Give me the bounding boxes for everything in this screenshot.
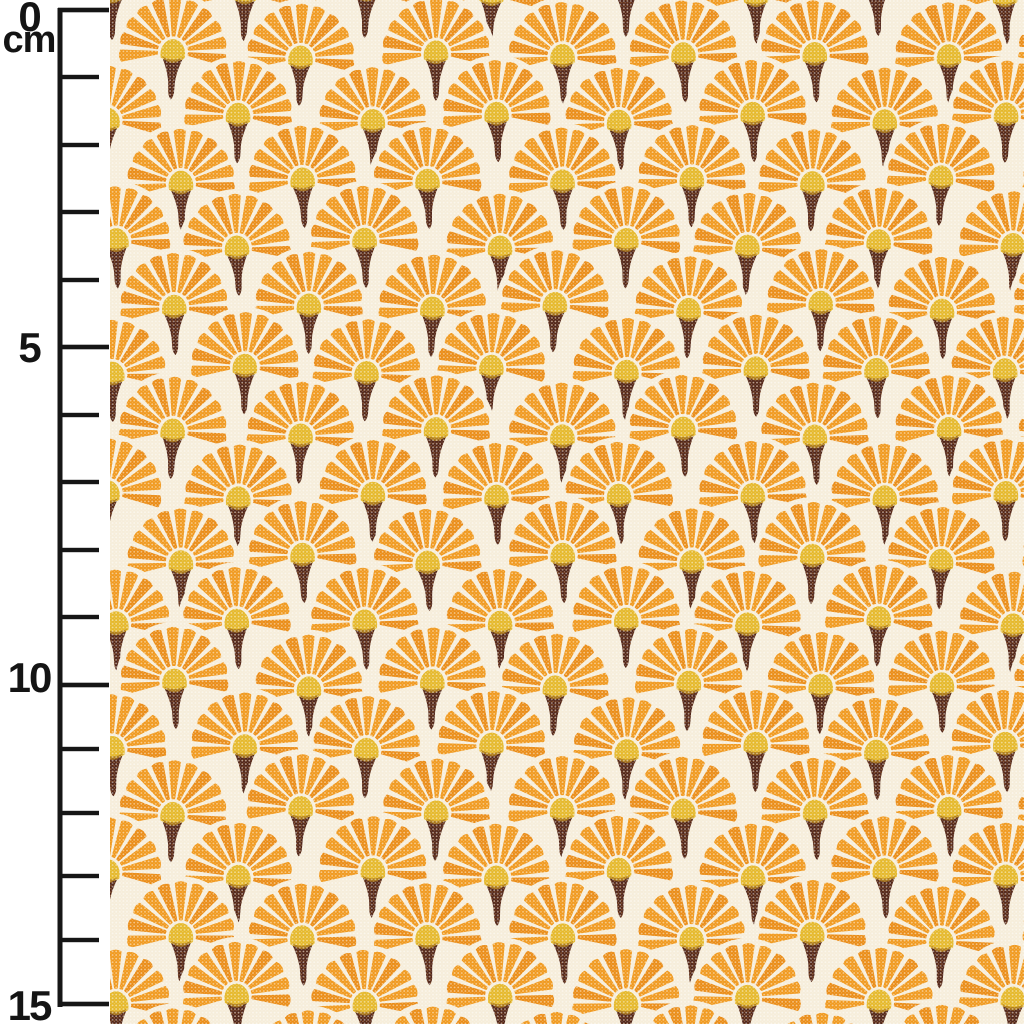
ruler bbox=[0, 0, 110, 1024]
ruler-spine bbox=[57, 8, 63, 1007]
ruler-minor-tick bbox=[58, 479, 99, 485]
ruler-minor-tick bbox=[58, 74, 99, 80]
ruler-major-tick bbox=[58, 1001, 109, 1007]
ruler-minor-tick bbox=[58, 277, 99, 283]
ruler-minor-tick bbox=[58, 746, 99, 752]
fabric-weave-texture bbox=[110, 0, 1024, 1024]
ruler-minor-tick bbox=[58, 142, 99, 148]
ruler-minor-tick bbox=[58, 614, 99, 620]
ruler-major-tick bbox=[58, 682, 109, 688]
ruler-minor-tick bbox=[58, 412, 99, 418]
ruler-minor-tick bbox=[58, 873, 99, 879]
ruler-minor-tick bbox=[58, 810, 99, 816]
ruler-minor-tick bbox=[58, 209, 99, 215]
ruler-major-tick bbox=[58, 344, 109, 350]
ruler-background bbox=[0, 0, 110, 1024]
ruler-minor-tick bbox=[58, 937, 99, 943]
ruler-major-tick bbox=[58, 7, 109, 13]
ruler-minor-tick bbox=[58, 547, 99, 553]
